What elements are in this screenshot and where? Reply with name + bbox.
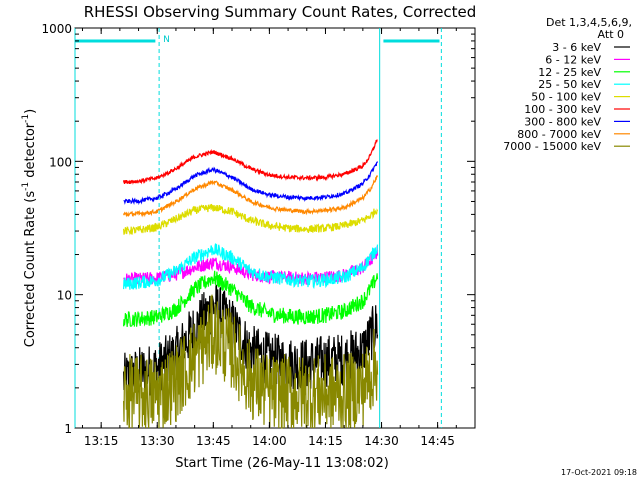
x-tick-label-5: 14:30 [364, 434, 399, 448]
x-tick-label-4: 14:15 [308, 434, 343, 448]
legend-label-7: 800 - 7000 keV [517, 128, 601, 141]
series-2 [123, 270, 379, 328]
x-tick-label-6: 14:45 [420, 434, 455, 448]
series-0 [123, 283, 379, 397]
y-axis-label-exp2: -1 [21, 114, 31, 123]
y-tick-label-1: 10 [57, 289, 72, 303]
legend-header-line2: Att 0 [598, 28, 624, 41]
series-7 [123, 175, 379, 218]
legend-label-1: 6 - 12 keV [545, 53, 601, 66]
y-tick-label-3: 1000 [41, 22, 72, 36]
legend-label-3: 25 - 50 keV [538, 78, 601, 91]
y-axis-ticks: 1 10 100 1000 [41, 22, 475, 436]
y-tick-label-0: 1 [64, 422, 72, 436]
y-axis-label-mid: detector [23, 122, 38, 182]
x-tick-label-3: 14:00 [252, 434, 287, 448]
legend-label-5: 100 - 300 keV [524, 103, 601, 116]
legend-label-2: 12 - 25 keV [538, 66, 601, 79]
legend-label-8: 7000 - 15000 keV [503, 140, 601, 153]
series-4 [123, 203, 379, 236]
x-tick-label-2: 13:45 [196, 434, 231, 448]
series-3 [123, 243, 379, 290]
footer-timestamp-text: 17-Oct-2021 09:18 [561, 468, 637, 477]
legend-label-4: 50 - 100 keV [531, 91, 601, 104]
saa-marker-label-0: N [163, 35, 170, 45]
x-tick-label-0: 13:15 [84, 434, 119, 448]
chart-title: RHESSI Observing Summary Count Rates, Co… [84, 3, 477, 21]
legend-label-0: 3 - 6 keV [552, 41, 601, 54]
y-tick-label-2: 100 [49, 155, 72, 169]
y-axis-label-end: ) [23, 109, 38, 114]
series-layer [123, 139, 379, 429]
series-6 [123, 161, 379, 206]
y-axis-label-base: Corrected Count Rate (s [23, 191, 38, 348]
y-axis-label-exp1: -1 [21, 182, 31, 191]
x-axis-label: Start Time (26-May-11 13:08:02) [175, 456, 389, 471]
y-axis-label: Corrected Count Rate (s-1 detector-1) [21, 109, 38, 347]
series-8 [123, 294, 379, 429]
x-axis-ticks: 13:15 13:30 13:45 14:00 14:15 14:30 14:45 [81, 28, 476, 448]
legend-label-6: 300 - 800 keV [524, 115, 601, 128]
legend-header-line1: Det 1,3,4,5,6,9, [546, 16, 632, 29]
x-tick-label-1: 13:30 [140, 434, 175, 448]
series-5 [123, 139, 378, 185]
